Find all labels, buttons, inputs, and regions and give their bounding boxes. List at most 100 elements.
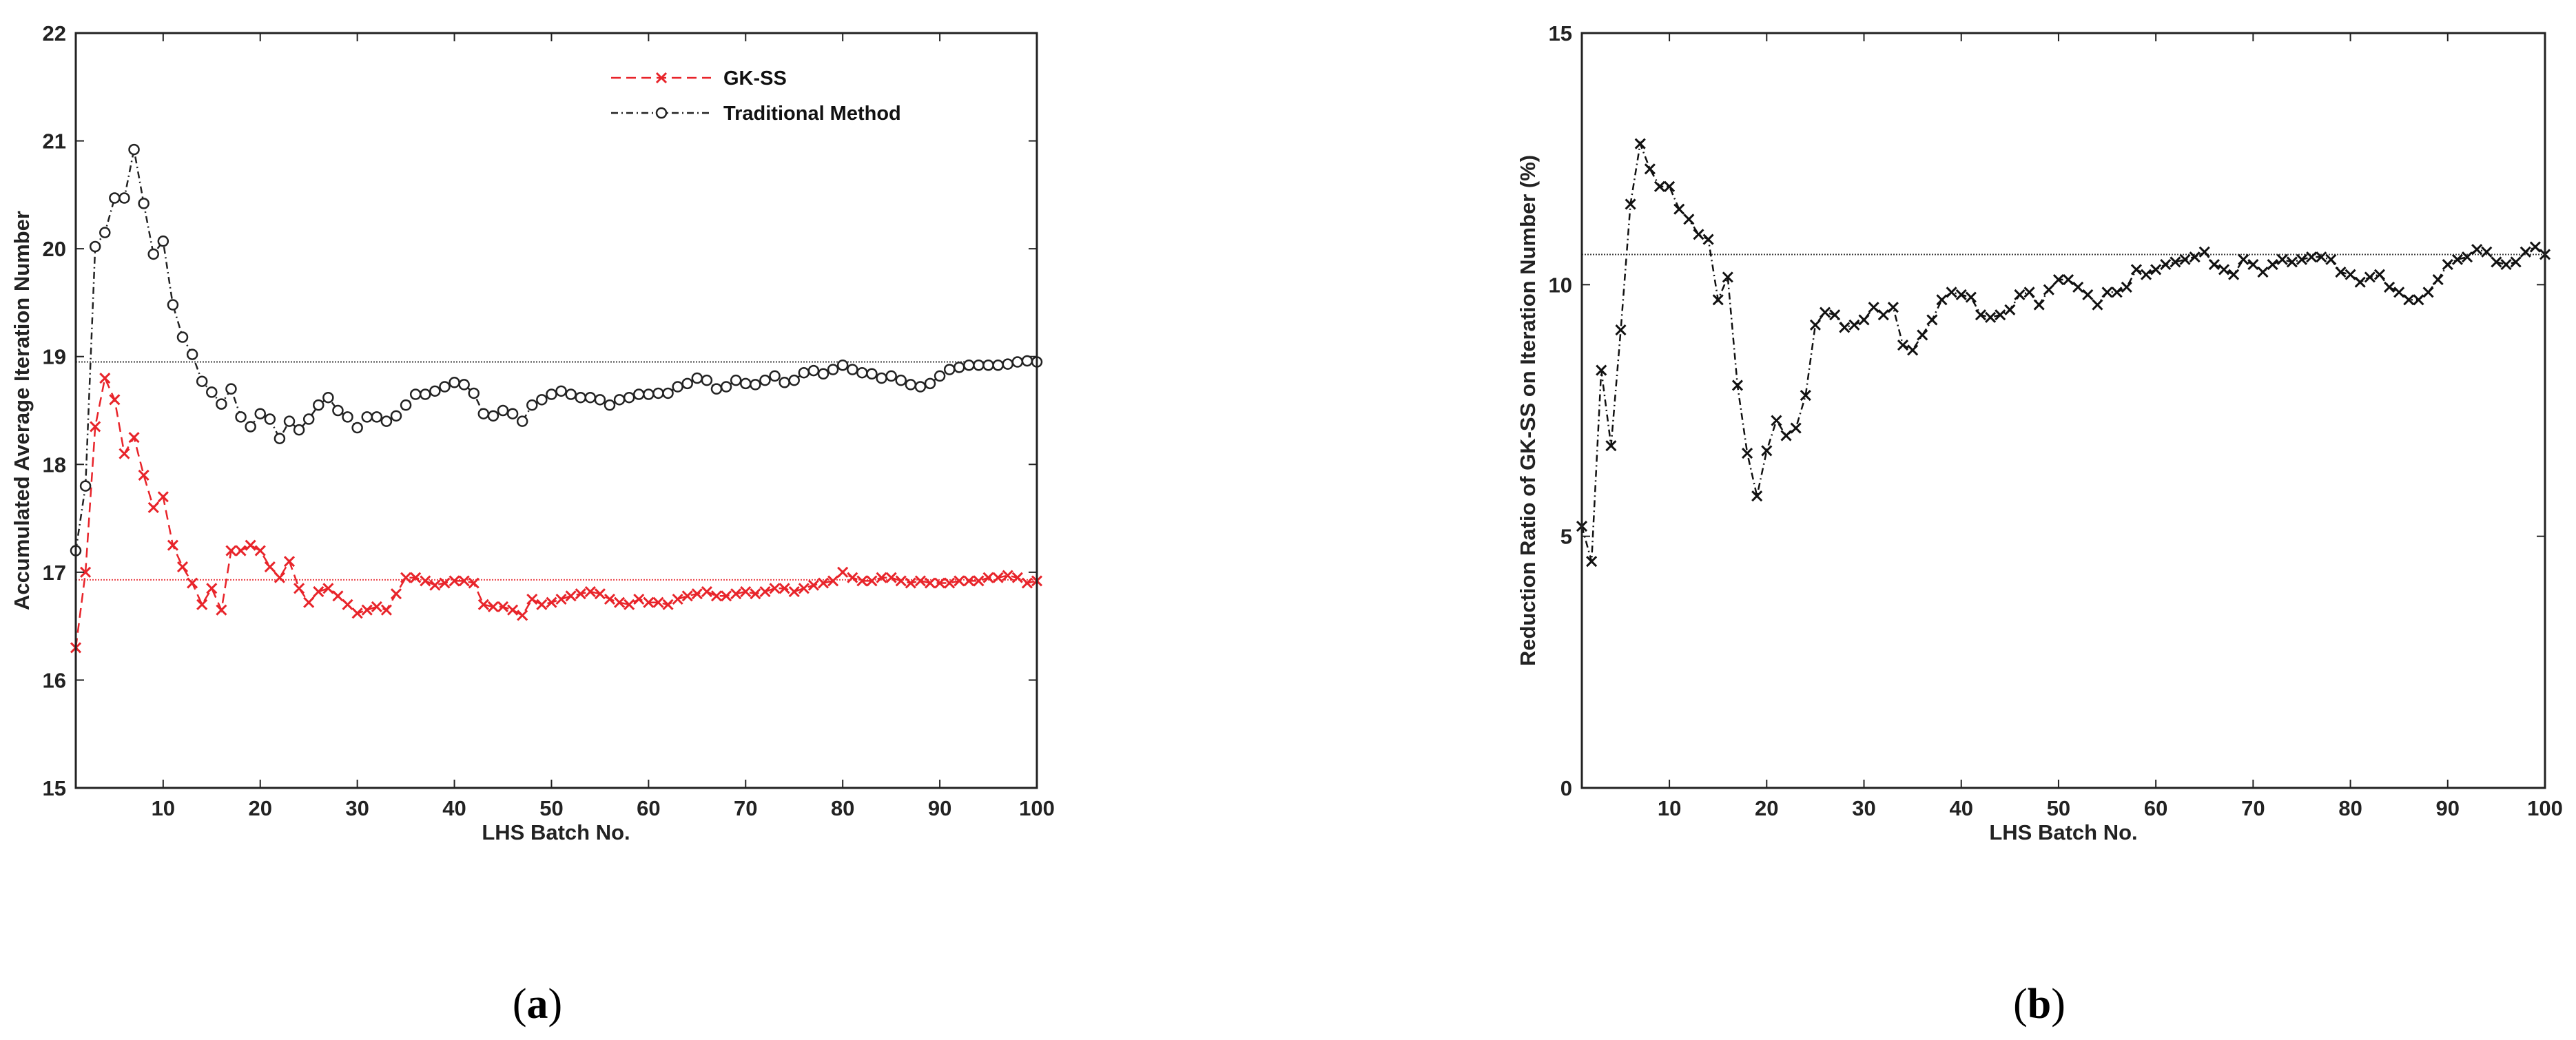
y-ticks-a: 15 16 17 18 19 20 21 22	[43, 21, 1037, 800]
data-point-a-1-24	[293, 424, 305, 436]
x-ticks-b: 10 20 30 40 50 60 70 80 90 100	[1658, 33, 2563, 820]
data-point-a-0-85	[885, 572, 897, 583]
data-point-b-0-20	[1761, 445, 1773, 457]
data-point-a-1-57	[613, 394, 626, 406]
data-point-b-0-70	[2247, 259, 2259, 271]
data-point-b-0-10	[1664, 180, 1676, 192]
data-point-a-0-69	[730, 588, 742, 600]
data-point-a-1-51	[555, 385, 567, 397]
data-point-a-0-54	[584, 585, 596, 598]
data-point-b-0-90	[2442, 259, 2453, 271]
data-point-a-1-95	[982, 359, 994, 371]
data-point-a-1-8	[138, 198, 150, 209]
legend-label-gk-ss: GK-SS	[723, 67, 787, 90]
data-point-b-0-48	[2033, 299, 2045, 311]
data-point-a-1-69	[730, 374, 742, 386]
data-point-b-0-73	[2276, 253, 2288, 265]
data-point-a-1-87	[905, 379, 917, 391]
series-a-0	[70, 372, 1043, 654]
data-point-a-0-71	[750, 588, 761, 600]
data-point-b-0-64	[2189, 251, 2201, 263]
data-point-a-1-21	[264, 413, 276, 425]
data-point-b-0-96	[2500, 259, 2512, 271]
data-point-b-0-94	[2481, 246, 2493, 258]
data-point-a-1-48	[526, 399, 538, 411]
data-point-a-1-70	[740, 377, 752, 390]
data-point-b-0-6	[1625, 198, 1636, 210]
series-line-a-0	[74, 375, 1038, 648]
x-tick-label-a-20: 20	[248, 796, 271, 820]
data-point-b-0-18	[1741, 448, 1753, 459]
data-point-a-1-36	[409, 388, 422, 400]
data-point-a-0-46	[507, 604, 519, 616]
legend-marker-point-0	[655, 72, 668, 84]
data-point-a-1-53	[575, 391, 586, 404]
data-point-b-0-42	[1975, 309, 1987, 321]
data-point-a-1-2	[79, 480, 92, 492]
data-point-a-0-61	[652, 596, 664, 608]
x-tick-label-b-80: 80	[2338, 796, 2362, 820]
data-point-b-0-77	[2316, 251, 2327, 263]
data-point-b-0-43	[1985, 311, 1997, 323]
data-point-b-0-22	[1780, 430, 1792, 441]
x-tick-label-a-30: 30	[345, 796, 369, 820]
data-point-a-1-67	[710, 383, 723, 395]
y-tick-label-a-20: 20	[43, 237, 66, 261]
data-point-b-0-40	[1955, 289, 1967, 301]
data-point-a-0-32	[371, 601, 382, 613]
data-point-a-0-92	[954, 575, 965, 587]
data-point-a-1-72	[759, 374, 771, 386]
data-point-a-0-97	[1002, 570, 1013, 581]
legend-box-a	[579, 52, 909, 134]
data-point-a-0-18	[235, 545, 247, 557]
data-point-b-0-67	[2218, 264, 2230, 275]
y-tick-label-a-22: 22	[43, 21, 66, 45]
data-point-a-0-13	[187, 577, 198, 589]
data-point-a-1-15	[206, 386, 218, 398]
reference-lines-a	[76, 361, 1037, 581]
data-point-a-0-8	[138, 469, 150, 481]
y-tick-label-a-19: 19	[43, 345, 66, 369]
data-point-a-0-48	[526, 593, 538, 605]
data-point-b-0-85	[2393, 287, 2405, 298]
data-point-a-1-34	[390, 410, 402, 422]
data-point-b-0-9	[1653, 180, 1666, 192]
data-point-a-0-50	[546, 596, 557, 608]
data-point-b-0-72	[2267, 259, 2278, 271]
data-point-b-0-3	[1596, 364, 1607, 376]
data-point-b-0-81	[2354, 276, 2366, 288]
data-point-a-0-42	[468, 577, 480, 589]
data-point-b-0-41	[1965, 291, 1977, 303]
data-point-a-1-99	[1021, 355, 1033, 367]
data-point-a-1-6	[119, 192, 130, 204]
data-point-b-0-49	[2043, 284, 2054, 295]
data-point-a-0-36	[410, 572, 422, 583]
data-point-a-1-17	[225, 383, 237, 395]
data-point-b-0-58	[2130, 264, 2142, 275]
data-point-b-0-75	[2296, 253, 2308, 265]
x-tick-label-a-100: 100	[1019, 796, 1055, 820]
data-point-a-0-86	[895, 575, 907, 587]
series-line-b-0	[1580, 140, 2546, 562]
data-point-b-0-53	[2082, 289, 2094, 301]
data-point-b-0-2	[1586, 556, 1598, 568]
data-point-a-1-59	[633, 388, 645, 400]
data-point-a-1-89	[924, 377, 936, 390]
data-point-a-0-76	[798, 583, 810, 594]
data-point-a-1-14	[196, 375, 208, 387]
x-tick-label-b-60: 60	[2144, 796, 2167, 820]
data-point-b-0-5	[1615, 324, 1627, 336]
data-point-a-1-38	[429, 385, 441, 397]
data-point-a-0-89	[924, 577, 936, 589]
data-point-b-0-87	[2413, 294, 2424, 306]
data-point-b-0-14	[1702, 233, 1714, 245]
data-point-b-0-92	[2461, 251, 2473, 263]
data-point-b-0-98	[2520, 246, 2531, 258]
data-point-a-0-19	[245, 539, 256, 551]
data-point-b-0-19	[1751, 490, 1763, 502]
data-point-a-0-28	[332, 590, 344, 602]
data-point-a-0-10	[157, 491, 169, 503]
data-point-a-1-35	[400, 399, 412, 411]
data-point-a-0-14	[196, 599, 208, 610]
data-point-a-1-78	[817, 368, 830, 380]
